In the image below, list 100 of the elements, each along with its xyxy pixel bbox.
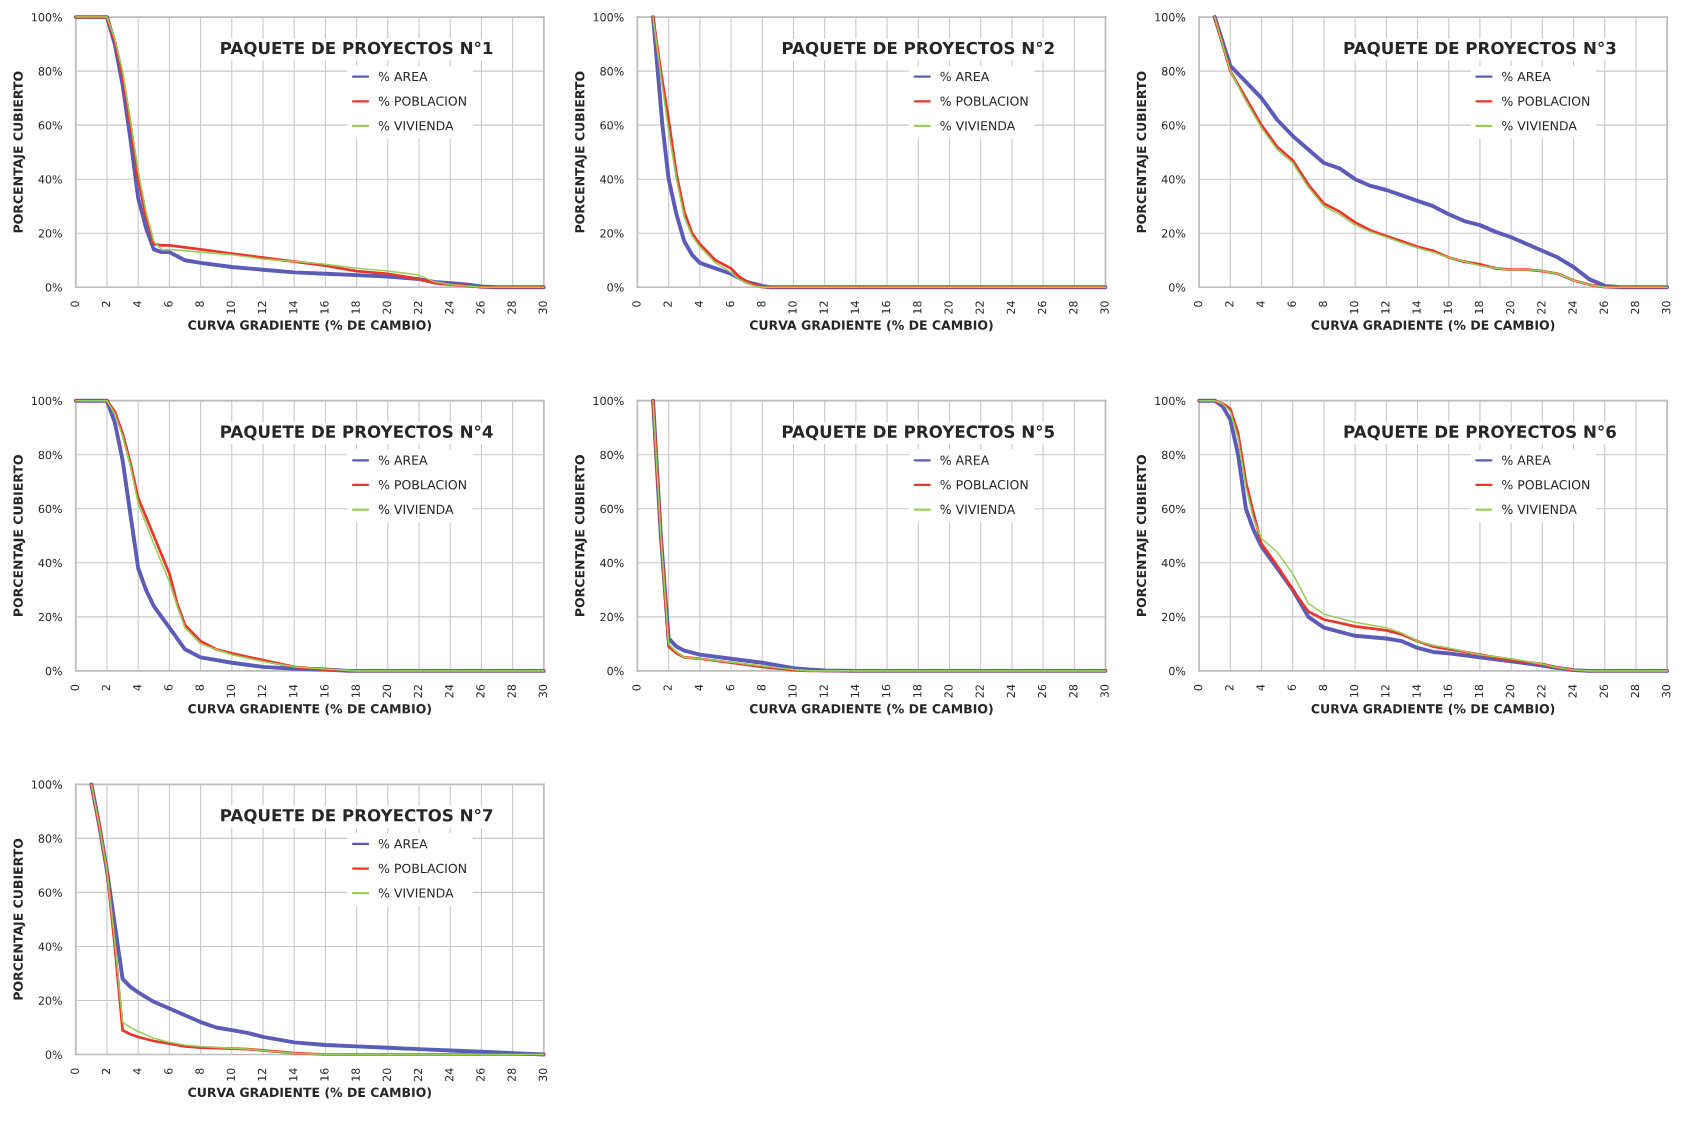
y-tick-label: 80% [38, 834, 62, 843]
legend-label: % VIVIENDA [940, 120, 1016, 131]
x-tick-label: 16 [320, 684, 329, 697]
x-tick-label: 16 [881, 301, 891, 314]
x-tick-label: 8 [1318, 301, 1328, 307]
x-tick-label: 4 [133, 684, 142, 691]
x-tick-label: 22 [1537, 301, 1546, 314]
y-tick-label: 100% [32, 13, 62, 22]
y-tick-label: 40% [38, 942, 62, 951]
y-tick-label: 20% [38, 996, 62, 1005]
y-tick-label: 60% [1161, 121, 1186, 130]
x-tick-label: 14 [850, 684, 859, 697]
x-tick-label: 12 [1381, 685, 1390, 697]
x-tick-label: 0 [632, 684, 641, 691]
x-tick-label: 0 [70, 301, 79, 307]
y-tick-label: 80% [1161, 67, 1186, 76]
y-tick-label: 60% [38, 504, 62, 514]
x-tick-label: 8 [757, 301, 766, 307]
x-tick-label: 8 [1318, 684, 1328, 691]
legend-label: % VIVIENDA [940, 504, 1016, 515]
x-tick-label: 20 [944, 684, 953, 698]
y-tick-label: 0% [607, 283, 624, 292]
x-tick-label: 8 [195, 301, 204, 307]
y-tick-label: 40% [600, 175, 624, 184]
x-tick-label: 22 [975, 301, 984, 314]
y-tick-label: 40% [1161, 175, 1186, 184]
x-tick-label: 2 [663, 685, 672, 691]
legend-label: % AREA [378, 71, 428, 82]
x-tick-label: 6 [164, 1068, 173, 1074]
x-tick-label: 20 [382, 1068, 392, 1082]
x-axis-title: CURVA GRADIENTE (% DE CAMBIO) [1311, 320, 1555, 332]
legend-label: % AREA [378, 455, 428, 465]
x-tick-label: 30 [1100, 301, 1109, 314]
x-tick-label: 10 [226, 684, 236, 697]
legend-label: % POBLACION [940, 96, 1028, 106]
x-tick-label: 10 [788, 301, 797, 314]
x-tick-label: 12 [819, 301, 828, 314]
x-tick-label: 26 [476, 1068, 485, 1082]
x-tick-label: 2 [101, 685, 111, 691]
x-tick-label: 12 [257, 301, 267, 314]
x-tick-label: 8 [757, 684, 766, 691]
x-tick-label: 24 [1006, 684, 1015, 698]
text: PAQUETE DE PROYECTOS N°1 [221, 41, 493, 57]
x-tick-label: 16 [881, 684, 891, 697]
y-tick-label: 60% [1161, 504, 1186, 514]
y-tick-label: 20% [1162, 612, 1186, 622]
y-tick-label: 20% [600, 612, 624, 622]
x-tick-label: 6 [164, 301, 173, 307]
x-tick-label: 2 [663, 301, 672, 307]
y-tick-label: 0% [1169, 283, 1186, 292]
y-tick-label: 80% [600, 67, 624, 76]
x-tick-label: 16 [320, 301, 329, 314]
x-tick-label: 28 [1069, 684, 1078, 698]
x-tick-label: 24 [1568, 684, 1577, 698]
x-tick-label: 18 [1474, 301, 1484, 314]
x-tick-label: 24 [445, 1068, 454, 1082]
x-tick-label: 26 [1599, 684, 1608, 698]
y-tick-label: 20% [38, 229, 62, 238]
text: PAQUETE DE PROYECTOS N°4 [221, 425, 493, 441]
x-tick-label: 20 [1505, 301, 1515, 314]
y-tick-label: 60% [38, 888, 62, 897]
x-tick-label: 20 [944, 301, 953, 314]
y-tick-label: 40% [1161, 558, 1186, 568]
y-axis-title: PORCENTAJE CUBIERTO [1136, 455, 1149, 616]
x-tick-label: 6 [164, 684, 173, 691]
y-tick-label: 0% [45, 1050, 62, 1059]
x-axis-title: CURVA GRADIENTE (% DE CAMBIO) [749, 703, 993, 715]
legend-label: % VIVIENDA [378, 504, 454, 515]
x-tick-label: 20 [382, 684, 392, 698]
text: PAQUETE DE PROYECTOS N°3 [1344, 41, 1616, 57]
x-tick-label: 30 [1100, 684, 1109, 698]
x-tick-label: 12 [819, 685, 828, 697]
x-tick-label: 6 [725, 684, 735, 691]
legend-label: % POBLACION [1502, 96, 1590, 106]
y-tick-label: 80% [600, 450, 624, 460]
x-tick-label: 24 [445, 301, 454, 314]
x-tick-label: 20 [1505, 684, 1515, 698]
x-tick-label: 14 [1412, 301, 1421, 314]
y-tick-label: 100% [593, 396, 624, 406]
legend-label: % POBLACION [378, 480, 466, 490]
legend-label: % VIVIENDA [1502, 504, 1577, 515]
y-tick-label: 40% [600, 558, 624, 568]
x-tick-label: 6 [1287, 684, 1296, 691]
x-tick-label: 16 [1443, 684, 1452, 697]
legend-label: % POBLACION [378, 863, 466, 874]
x-tick-label: 28 [1630, 301, 1640, 314]
x-tick-label: 28 [1630, 684, 1640, 698]
x-tick-label: 30 [538, 684, 548, 698]
y-axis-title: PORCENTAJE CUBIERTO [575, 455, 587, 616]
x-tick-label: 6 [725, 301, 735, 307]
y-tick-label: 20% [600, 229, 624, 238]
y-tick-label: 80% [38, 67, 62, 76]
x-tick-label: 4 [133, 1068, 142, 1075]
x-tick-label: 30 [538, 1068, 548, 1081]
x-tick-label: 12 [257, 685, 267, 697]
x-tick-label: 14 [289, 1068, 298, 1081]
x-tick-label: 14 [1412, 684, 1421, 697]
legend-label: % POBLACION [1502, 480, 1590, 490]
x-tick-label: 26 [1037, 301, 1047, 314]
x-tick-label: 18 [351, 684, 360, 697]
